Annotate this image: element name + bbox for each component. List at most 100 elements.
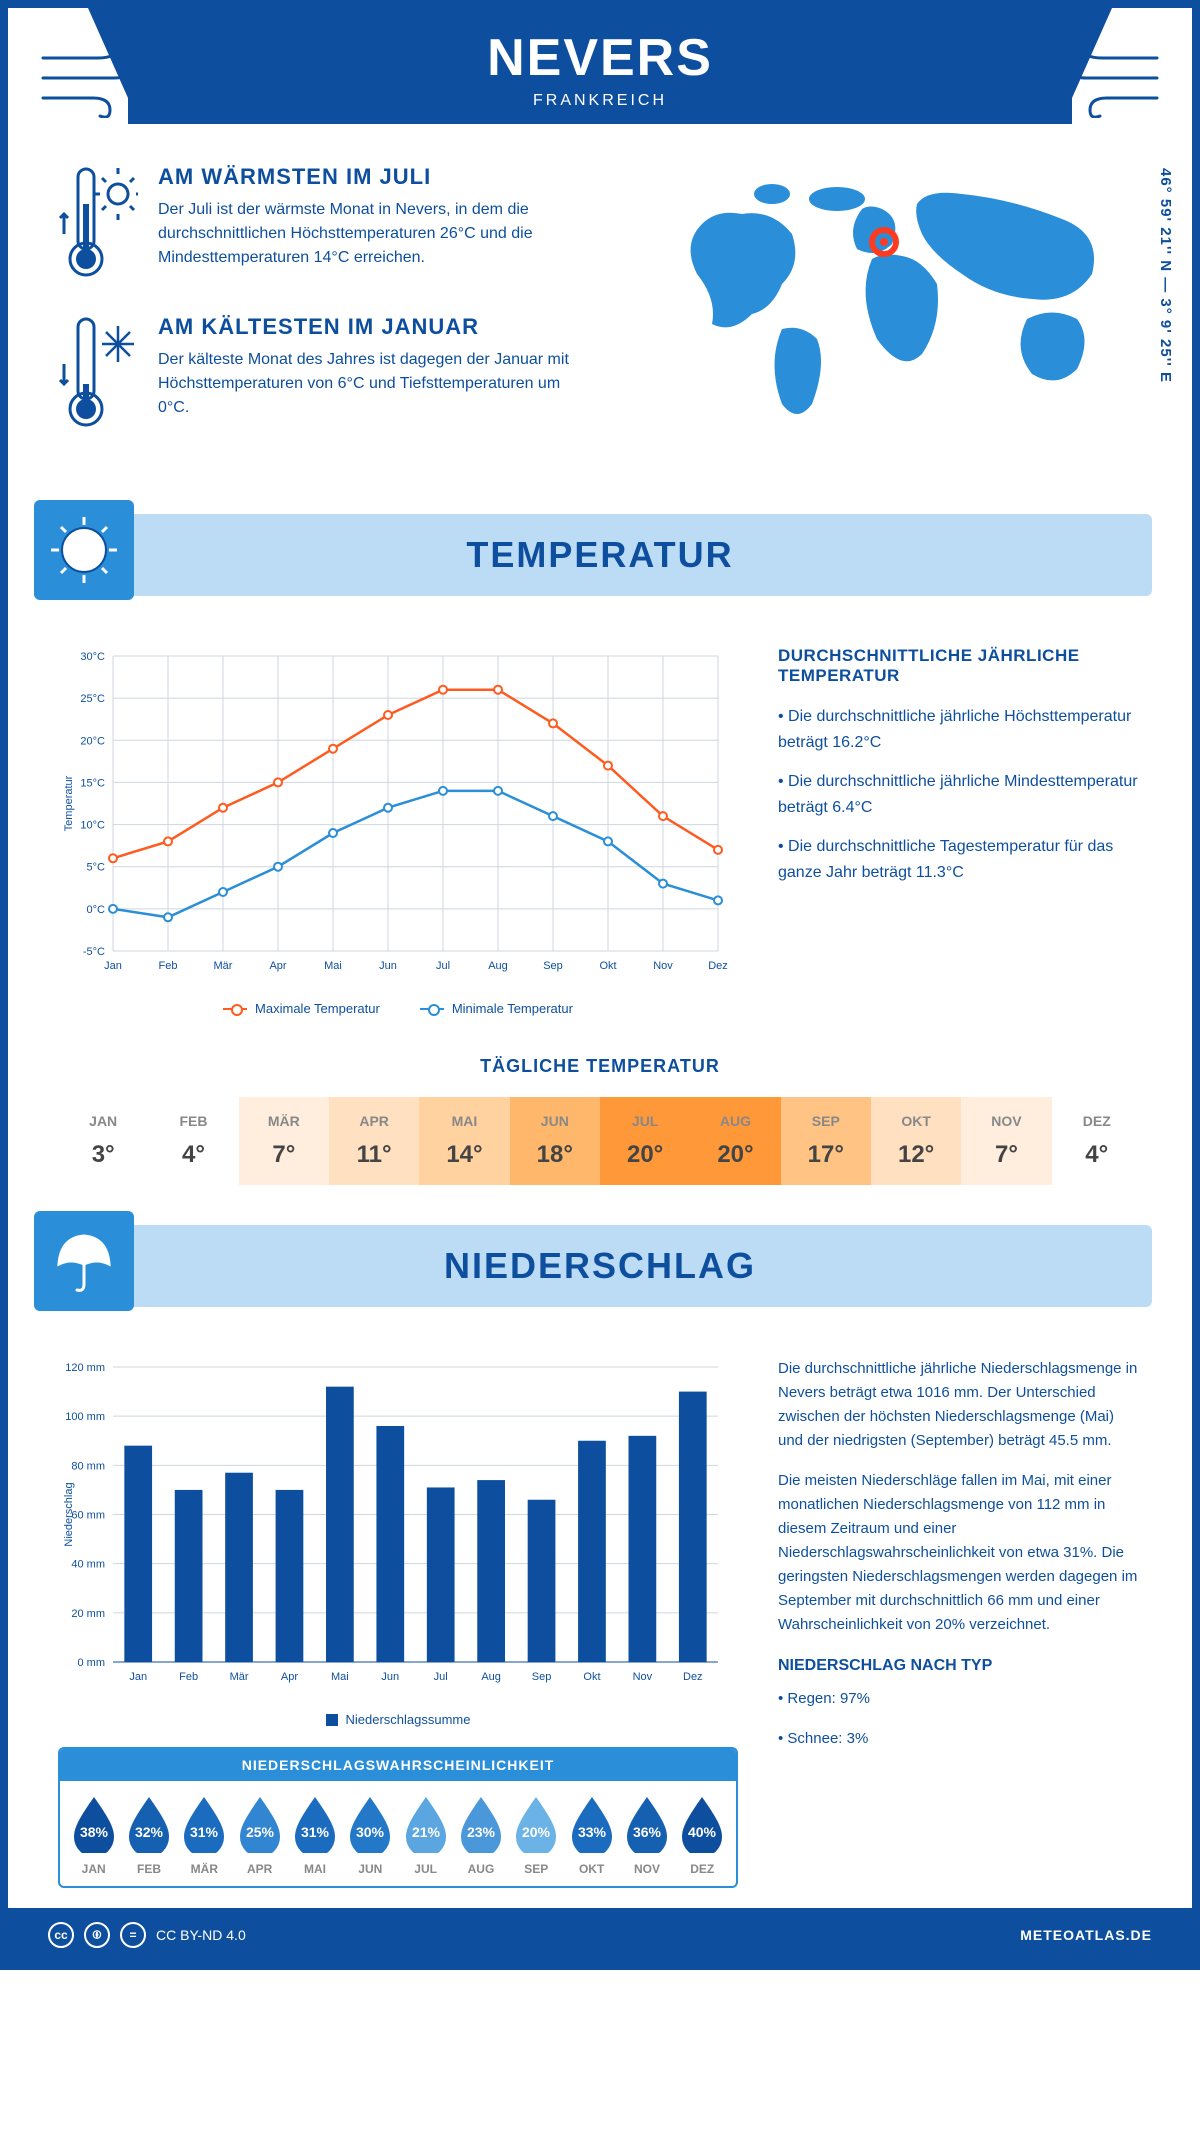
svg-text:10°C: 10°C — [80, 820, 105, 832]
svg-text:38%: 38% — [80, 1824, 109, 1840]
svg-text:30%: 30% — [356, 1824, 385, 1840]
svg-text:-5°C: -5°C — [83, 946, 105, 958]
svg-text:31%: 31% — [190, 1824, 219, 1840]
svg-text:Temperatur: Temperatur — [63, 775, 75, 831]
svg-text:20%: 20% — [522, 1824, 551, 1840]
svg-text:Aug: Aug — [481, 1671, 501, 1683]
svg-text:33%: 33% — [578, 1824, 607, 1840]
prob-cell: 31% MÄR — [177, 1795, 232, 1876]
thermometer-cold-icon — [58, 314, 138, 434]
svg-text:40 mm: 40 mm — [71, 1559, 105, 1571]
svg-text:Mär: Mär — [214, 960, 233, 972]
svg-text:Nov: Nov — [653, 960, 673, 972]
daily-cell: DEZ4° — [1052, 1097, 1142, 1185]
svg-text:31%: 31% — [301, 1824, 330, 1840]
temperature-line-chart: -5°C 0°C 5°C 10°C 15°C 20°C 25°C 30°C Jan Feb Mär A… — [58, 646, 738, 986]
svg-text:Nov: Nov — [633, 1671, 653, 1683]
temperature-section-title: TEMPERATUR — [48, 514, 1152, 596]
thermometer-hot-icon — [58, 164, 138, 284]
svg-text:30°C: 30°C — [80, 651, 105, 663]
prob-cell: 31% MAI — [287, 1795, 342, 1876]
prob-cell: 32% FEB — [121, 1795, 176, 1876]
daily-temp-row: JAN3° FEB4° MÄR7° APR11° MAI14° JUN18° J… — [58, 1097, 1142, 1185]
svg-text:25°C: 25°C — [80, 693, 105, 705]
svg-text:120 mm: 120 mm — [65, 1362, 105, 1374]
daily-cell: SEP17° — [781, 1097, 871, 1185]
precipitation-bar-chart: 0 mm20 mm40 mm60 mm80 mm100 mm120 mmJanF… — [58, 1357, 738, 1697]
svg-text:Feb: Feb — [179, 1671, 198, 1683]
daily-cell: FEB4° — [148, 1097, 238, 1185]
svg-text:Apr: Apr — [269, 960, 286, 972]
coldest-text: Der kälteste Monat des Jahres ist dagege… — [158, 348, 578, 420]
precipitation-section-title: NIEDERSCHLAG — [48, 1225, 1152, 1307]
svg-text:Sep: Sep — [543, 960, 563, 972]
precipitation-summary: Die durchschnittliche jährliche Niedersc… — [778, 1357, 1142, 1888]
precip-chart-legend: Niederschlagssumme — [58, 1712, 738, 1727]
precipitation-probability-box: NIEDERSCHLAGSWAHRSCHEINLICHKEIT 38% JAN … — [58, 1747, 738, 1888]
daily-cell: NOV7° — [961, 1097, 1051, 1185]
prob-cell: 36% NOV — [619, 1795, 674, 1876]
city-title: NEVERS — [128, 28, 1072, 88]
prob-cell: 21% JUL — [398, 1795, 453, 1876]
svg-text:21%: 21% — [412, 1824, 441, 1840]
temperature-summary: DURCHSCHNITTLICHE JÄHRLICHE TEMPERATUR •… — [778, 646, 1142, 1016]
svg-text:Okt: Okt — [583, 1671, 600, 1683]
svg-text:Feb: Feb — [159, 960, 178, 972]
license-label: CC BY-ND 4.0 — [156, 1927, 246, 1943]
site-label: METEOATLAS.DE — [1020, 1927, 1152, 1943]
cc-icon: cc — [48, 1922, 74, 1948]
world-map — [662, 164, 1142, 464]
country-subtitle: FRANKREICH — [128, 92, 1072, 110]
svg-text:5°C: 5°C — [87, 862, 106, 874]
daily-cell: MÄR7° — [239, 1097, 329, 1185]
daily-cell: APR11° — [329, 1097, 419, 1185]
svg-text:36%: 36% — [633, 1824, 662, 1840]
svg-text:Aug: Aug — [488, 960, 508, 972]
umbrella-icon — [34, 1211, 134, 1311]
svg-text:Niederschlag: Niederschlag — [63, 1482, 75, 1546]
daily-cell: JAN3° — [58, 1097, 148, 1185]
svg-text:Jul: Jul — [436, 960, 450, 972]
svg-text:Mai: Mai — [331, 1671, 349, 1683]
header-banner: NEVERS FRANKREICH — [128, 8, 1072, 124]
svg-text:Dez: Dez — [708, 960, 728, 972]
coldest-title: AM KÄLTESTEN IM JANUAR — [158, 314, 578, 340]
svg-text:Mai: Mai — [324, 960, 342, 972]
nd-icon: = — [120, 1922, 146, 1948]
svg-text:25%: 25% — [246, 1824, 275, 1840]
svg-text:Jun: Jun — [379, 960, 397, 972]
svg-text:40%: 40% — [688, 1824, 717, 1840]
warmest-title: AM WÄRMSTEN IM JULI — [158, 164, 578, 190]
prob-cell: 20% SEP — [509, 1795, 564, 1876]
svg-text:0°C: 0°C — [87, 904, 106, 916]
svg-text:Dez: Dez — [683, 1671, 703, 1683]
warmest-text: Der Juli ist der wärmste Monat in Nevers… — [158, 198, 578, 270]
svg-text:80 mm: 80 mm — [71, 1460, 105, 1472]
svg-text:0 mm: 0 mm — [78, 1657, 106, 1669]
coldest-fact: AM KÄLTESTEN IM JANUAR Der kälteste Mona… — [58, 314, 632, 434]
svg-text:Jul: Jul — [434, 1671, 448, 1683]
svg-text:Jun: Jun — [381, 1671, 399, 1683]
daily-cell: AUG20° — [690, 1097, 780, 1185]
warmest-fact: AM WÄRMSTEN IM JULI Der Juli ist der wär… — [58, 164, 632, 284]
svg-text:32%: 32% — [135, 1824, 164, 1840]
footer: cc 🅯 = CC BY-ND 4.0 METEOATLAS.DE — [8, 1908, 1192, 1962]
prob-cell: 23% AUG — [453, 1795, 508, 1876]
svg-text:Jan: Jan — [104, 960, 122, 972]
temp-chart-legend: Maximale Temperatur Minimale Temperatur — [58, 1001, 738, 1016]
prob-cell: 30% JUN — [343, 1795, 398, 1876]
svg-text:15°C: 15°C — [80, 777, 105, 789]
svg-text:100 mm: 100 mm — [65, 1411, 105, 1423]
prob-cell: 38% JAN — [66, 1795, 121, 1876]
prob-cell: 40% DEZ — [675, 1795, 730, 1876]
svg-text:Okt: Okt — [599, 960, 616, 972]
svg-text:60 mm: 60 mm — [71, 1510, 105, 1522]
prob-cell: 33% OKT — [564, 1795, 619, 1876]
daily-cell: MAI14° — [419, 1097, 509, 1185]
sun-icon — [34, 500, 134, 600]
prob-cell: 25% APR — [232, 1795, 287, 1876]
svg-text:20°C: 20°C — [80, 735, 105, 747]
svg-text:Jan: Jan — [129, 1671, 147, 1683]
daily-cell: OKT12° — [871, 1097, 961, 1185]
daily-cell: JUN18° — [510, 1097, 600, 1185]
